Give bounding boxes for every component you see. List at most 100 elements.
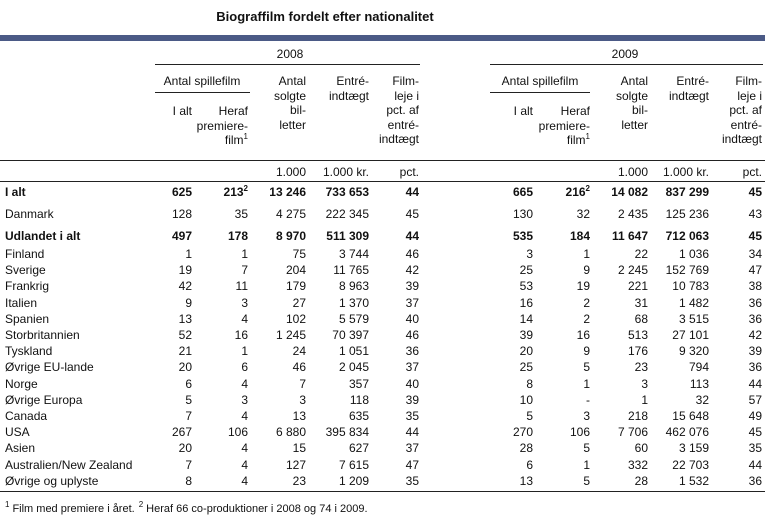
column-header: Heraf — [560, 104, 590, 118]
cell: 5 — [583, 441, 590, 456]
column-header: solgte — [273, 88, 306, 103]
row-label: Finland — [5, 247, 45, 261]
cell: 60 — [634, 441, 648, 456]
cell: 57 — [748, 392, 762, 407]
cell: 497 — [171, 229, 192, 243]
cell: 7 615 — [338, 457, 369, 472]
cell: 27 101 — [672, 328, 709, 342]
superscript: 1 — [585, 132, 590, 141]
group-header: Antal spillefilm — [501, 74, 579, 88]
cell: 22 703 — [672, 457, 709, 472]
cell: 178 — [227, 229, 248, 243]
cell: 25 — [519, 263, 533, 278]
cell: 8 — [526, 376, 533, 391]
column-header: entré- — [730, 117, 762, 132]
cell: 712 063 — [665, 229, 709, 243]
cell: 47 — [748, 263, 762, 278]
column-header: solgte — [615, 88, 648, 103]
cell: 3 — [583, 409, 590, 423]
cell: 9 320 — [678, 344, 709, 359]
cell: 3 — [299, 392, 306, 407]
cell: 3 — [241, 295, 248, 310]
column-header: I alt — [172, 104, 192, 118]
cell: 8 — [185, 473, 192, 488]
cell: 40 — [405, 311, 419, 326]
column-header: bil- — [289, 103, 306, 117]
cell: 4 — [241, 441, 248, 456]
cell: 39 — [405, 279, 419, 294]
cell: 627 — [348, 441, 369, 456]
column-header: leje i — [737, 88, 762, 103]
cell: 15 — [292, 441, 306, 456]
cell: 5 — [185, 392, 192, 407]
cell: 13 — [178, 311, 192, 326]
unit: 1.000 — [275, 165, 306, 179]
column-header: premiere- — [196, 118, 248, 133]
cell: 152 769 — [665, 263, 709, 278]
cell: 1 — [583, 457, 590, 472]
cell: 106 — [569, 425, 590, 440]
cell: 3 159 — [678, 441, 709, 456]
footnote-text: Heraf 66 co-produktioner i 2008 og 74 i … — [146, 503, 368, 515]
cell: 2162 — [565, 184, 590, 200]
year-header: 2008 — [276, 47, 304, 61]
cell: 46 — [292, 360, 306, 375]
cell: 794 — [688, 360, 709, 375]
rule — [155, 92, 250, 93]
cell: 218 — [627, 409, 648, 423]
cell: 39 — [519, 328, 533, 342]
cell: 2 045 — [338, 360, 369, 375]
cell: 34 — [748, 247, 762, 261]
cell: 1 370 — [338, 295, 369, 310]
cell: 7 — [185, 409, 192, 423]
row-label: Australien/New Zealand — [5, 457, 133, 472]
cell: 127 — [285, 457, 306, 472]
cell: 20 — [178, 360, 192, 375]
cell: 357 — [348, 376, 369, 391]
cell: 3 515 — [678, 311, 709, 326]
column-header: pct. af — [386, 103, 419, 117]
column-header: letter — [621, 117, 648, 132]
cell: 1 — [583, 247, 590, 261]
cell: 11 765 — [333, 263, 369, 278]
cell: 53 — [519, 279, 533, 294]
cell: 16 — [576, 328, 590, 342]
title-bar — [0, 35, 765, 41]
cell: 70 397 — [332, 328, 369, 342]
cell: 513 — [627, 328, 648, 342]
cell: 2132 — [223, 184, 248, 200]
cell: 39 — [748, 344, 762, 359]
column-header: pct. af — [729, 103, 762, 117]
cell: 42 — [748, 328, 762, 342]
cell: 45 — [748, 229, 762, 243]
cell: 4 — [241, 473, 248, 488]
cell: 15 648 — [672, 409, 709, 423]
column-header: letter — [279, 117, 306, 132]
column-header: indtægt — [668, 88, 709, 103]
cell: 6 — [526, 457, 533, 472]
cell: 9 — [583, 263, 590, 278]
column-header: premiere- — [538, 118, 590, 133]
column-header: Heraf — [218, 104, 248, 118]
cell: 10 — [519, 392, 533, 407]
cell: 625 — [171, 185, 192, 199]
cell: 42 — [405, 263, 419, 278]
cell: 45 — [748, 185, 762, 199]
cell: 462 076 — [665, 425, 709, 440]
cell: 46 — [405, 328, 419, 342]
cell: 5 — [583, 360, 590, 375]
cell: 4 — [241, 376, 248, 391]
superscript: 1 — [243, 132, 248, 141]
cell: 118 — [349, 392, 369, 407]
cell: 6 — [185, 376, 192, 391]
cell: 19 — [576, 279, 590, 294]
cell: 16 — [519, 295, 533, 310]
row-label: Tyskland — [5, 344, 53, 359]
cell: 1 — [185, 247, 192, 261]
cell: 130 — [512, 207, 533, 221]
cell: 23 — [292, 473, 306, 488]
cell: 179 — [285, 279, 306, 294]
column-header: leje i — [394, 88, 419, 103]
unit: 1.000 kr. — [662, 165, 709, 179]
